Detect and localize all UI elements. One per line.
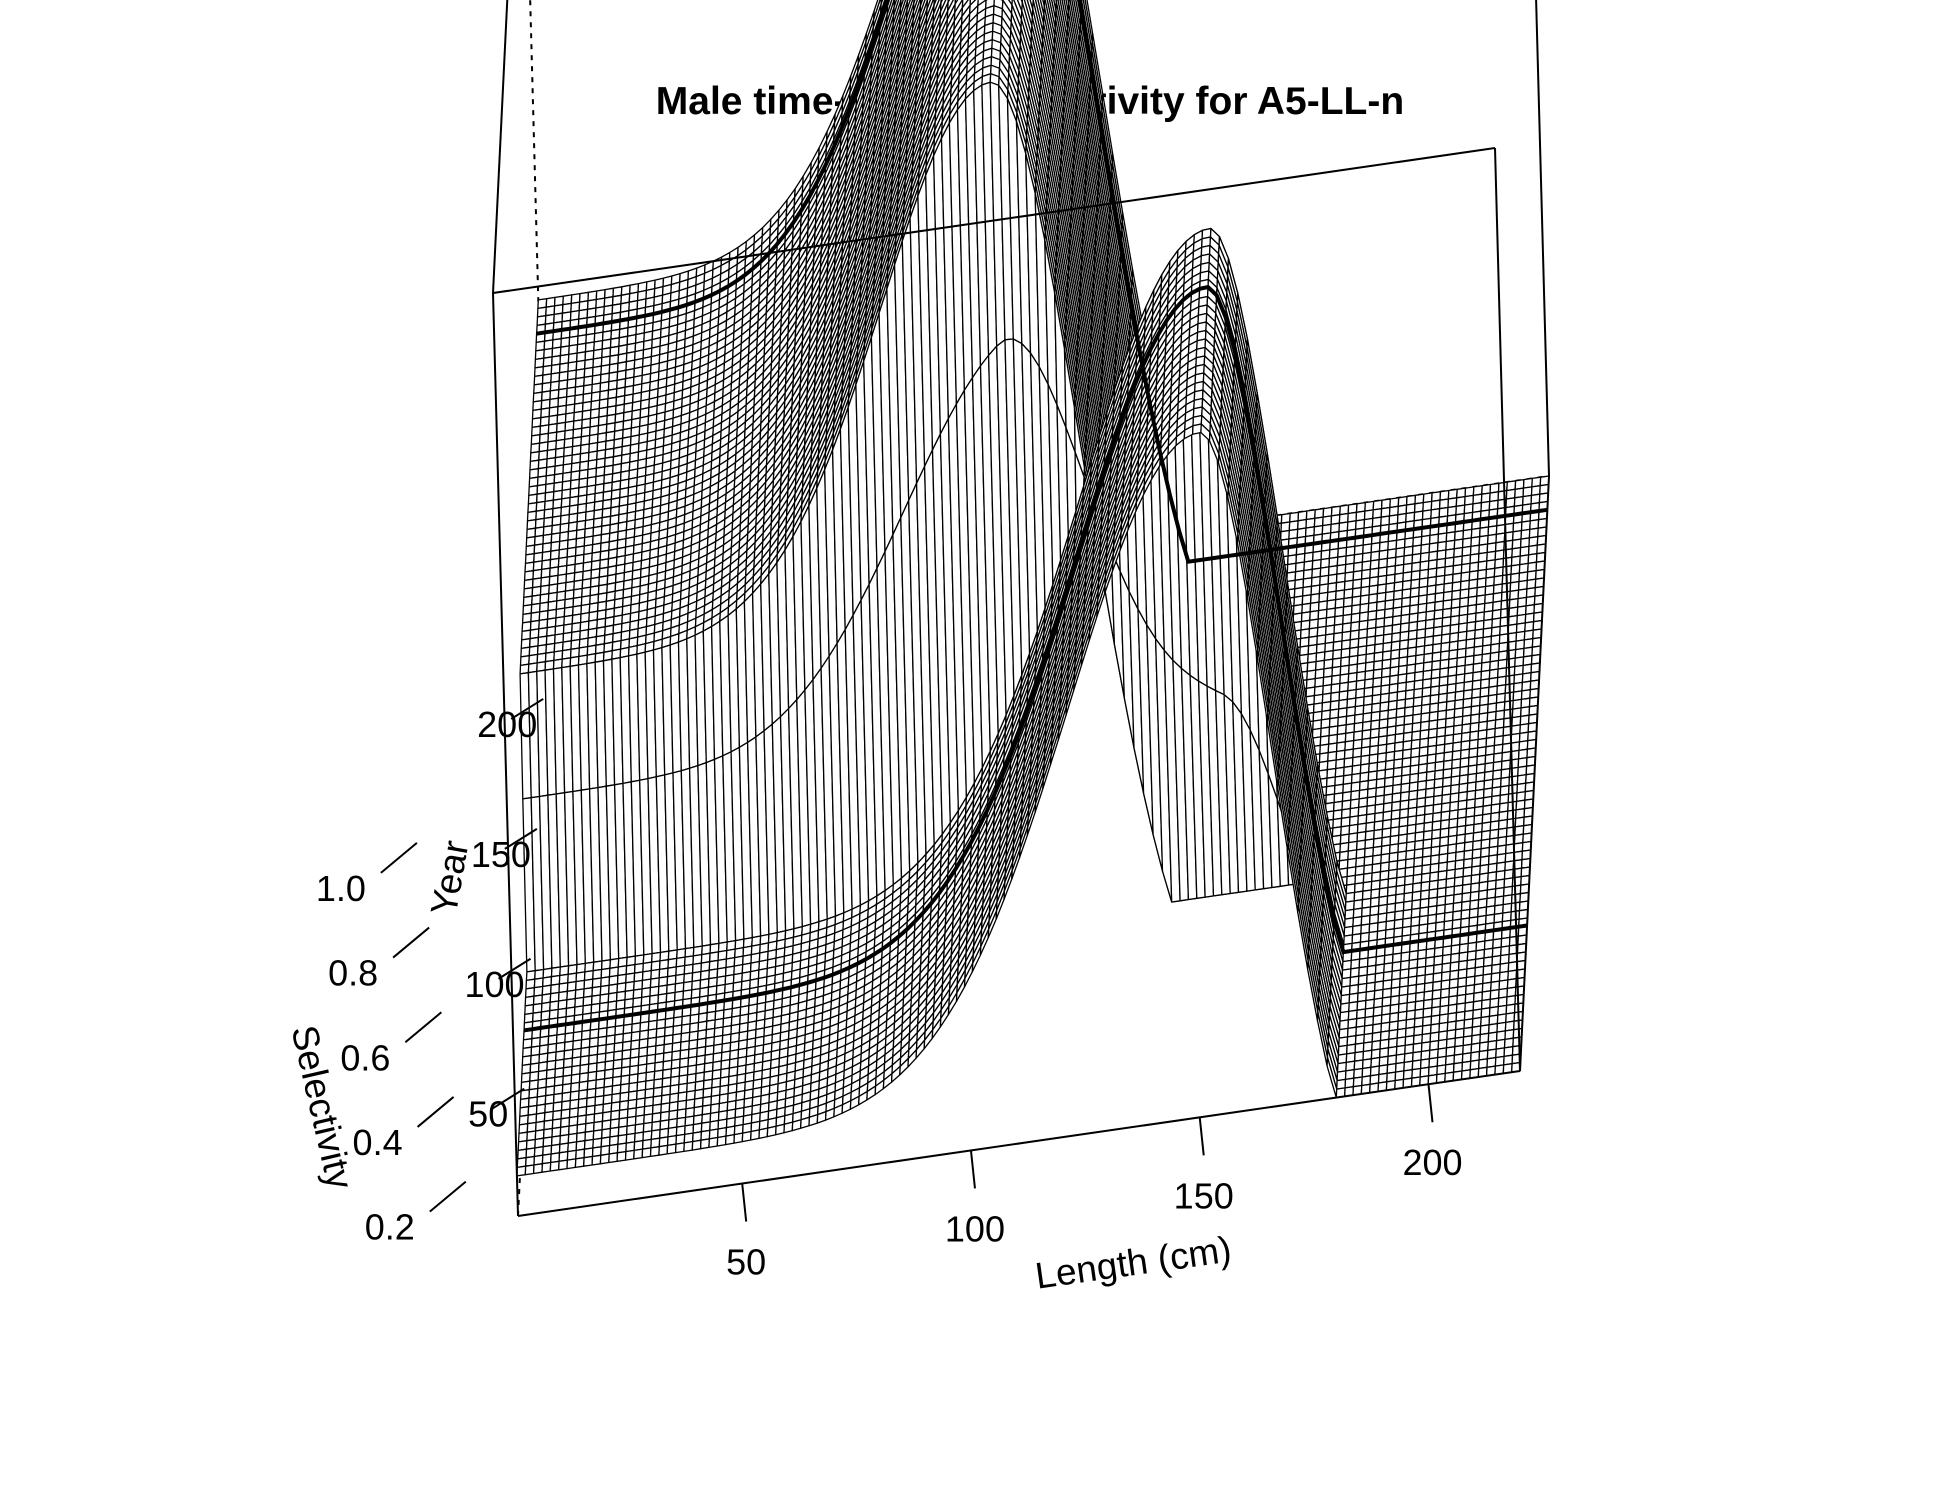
surface-mesh <box>516 0 1550 1177</box>
box-edge <box>1535 0 1550 477</box>
surface-facet <box>906 0 911 11</box>
surface-facet <box>893 0 898 8</box>
